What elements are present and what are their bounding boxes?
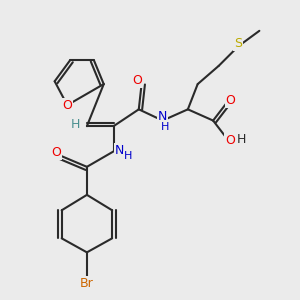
Text: H: H <box>70 118 80 131</box>
Text: N: N <box>158 110 167 123</box>
Text: O: O <box>226 94 236 107</box>
Text: O: O <box>62 99 72 112</box>
Text: O: O <box>225 134 235 147</box>
Text: H: H <box>237 133 246 146</box>
Text: H: H <box>124 152 132 161</box>
Text: O: O <box>132 74 142 87</box>
Text: N: N <box>115 143 124 157</box>
Text: O: O <box>51 146 61 159</box>
Text: Br: Br <box>80 277 94 290</box>
Text: H: H <box>161 122 170 132</box>
Text: S: S <box>234 37 242 50</box>
